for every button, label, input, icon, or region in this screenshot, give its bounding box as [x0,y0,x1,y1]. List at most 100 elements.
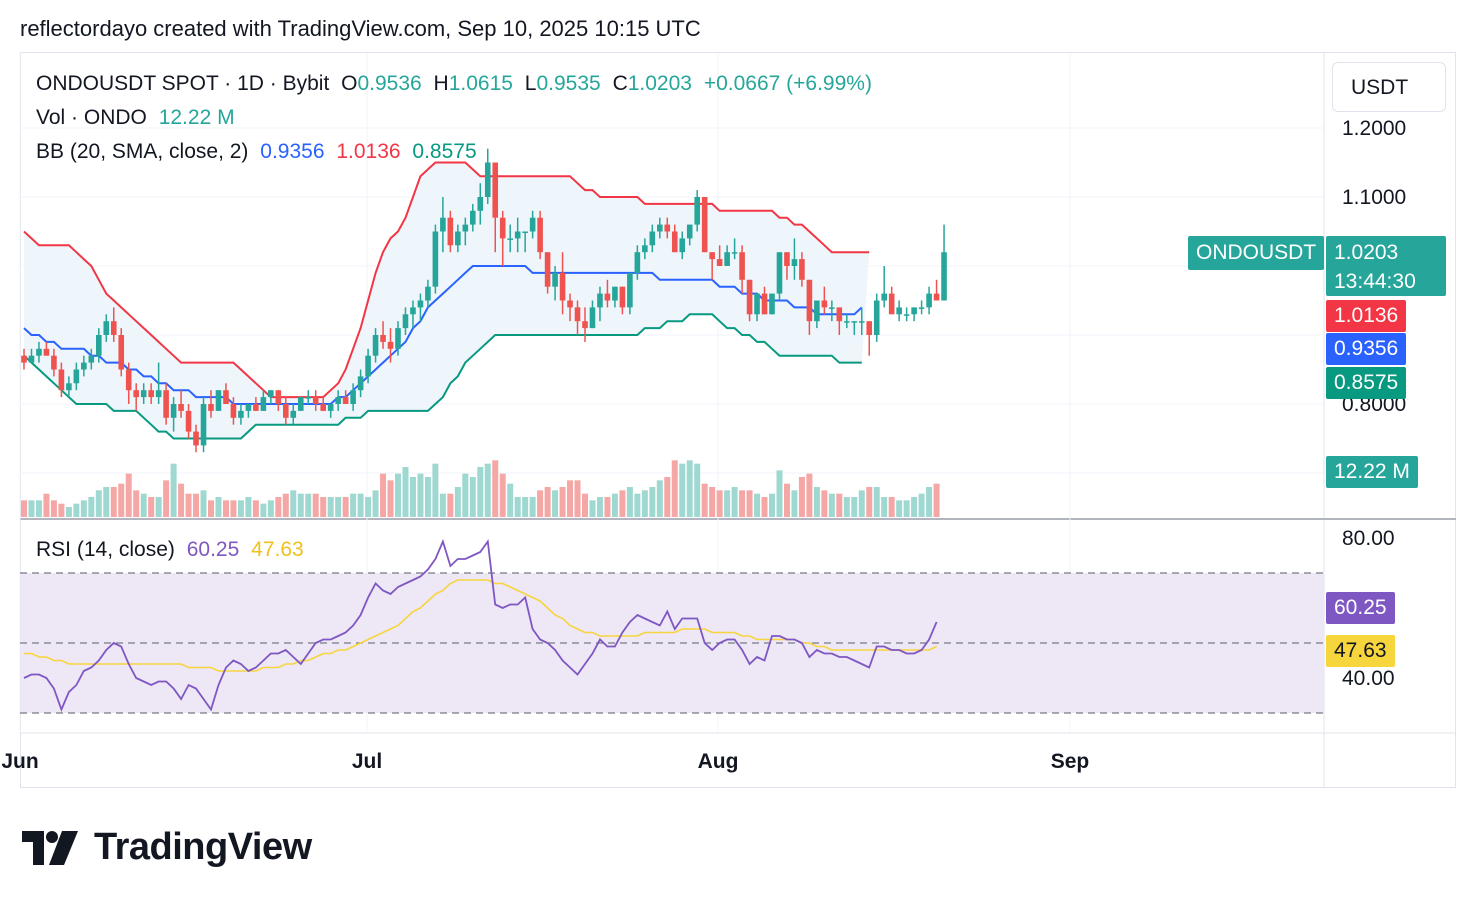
volume-bar [469,477,476,517]
volume-bars [21,460,940,517]
volume-bar [866,487,873,517]
volume-bar [851,497,858,517]
candle-body [470,210,476,225]
candle-body [66,383,72,391]
volume-bar [903,500,910,517]
change-value: +0.0667 (+6.99%) [703,72,872,95]
volume-bar [529,497,536,517]
last-price: 1.0203 [1334,241,1399,264]
candle-body [36,348,42,356]
symbol-name[interactable]: ONDOUSDT SPOT · 1D · Bybit [36,72,330,95]
candle-body [829,307,835,309]
candle-body [223,390,229,404]
rsi-legend: RSI (14, close) 60.25 47.63 [36,538,310,562]
candle-body [709,252,715,260]
candle-body [372,335,379,356]
volume-bar [619,490,626,517]
bb-label[interactable]: BB (20, SMA, close, 2) [36,140,249,163]
bb-upper-tag: 1.0136 [1326,300,1407,332]
volume-bar [312,493,319,517]
rsi-label[interactable]: RSI (14, close) [36,538,175,561]
candles [21,148,947,453]
rsi-axis-label: 40.00 [1342,667,1395,690]
candle-body [537,217,543,253]
candle-body [155,390,162,398]
volume-bar [163,480,170,517]
candle-body [499,217,506,239]
volume-bar [656,480,663,517]
candle-body [170,404,177,418]
volume-bar [148,497,155,517]
candle-body [507,238,513,240]
candle-body [462,224,469,232]
volume-bar [604,497,611,517]
candle-body [724,252,730,266]
candle-body [911,307,917,315]
candle-body [836,307,843,322]
close-label: C [612,72,628,95]
candle-body [881,293,887,301]
candle-body [43,348,50,356]
volume-bar [118,483,125,517]
candle-body [148,390,154,398]
candle-body [866,321,873,335]
volume-bar [843,497,850,517]
candle-body [671,231,678,253]
tradingview-logo[interactable]: TradingView [22,826,312,869]
candle-body [514,231,521,239]
volume-label[interactable]: Vol · ONDO [36,106,147,129]
currency-unit-button[interactable]: USDT [1332,62,1446,112]
volume-bar [634,493,641,517]
volume-bar [290,490,297,517]
high-label: H [433,72,449,95]
attribution-text: reflectordayo created with TradingView.c… [20,16,701,41]
candle-body [28,355,35,363]
volume-bar [821,490,828,517]
candle-body [552,272,558,287]
volume-bar [499,473,506,517]
volume-bar [305,493,312,517]
bb-upper-line [23,161,870,399]
volume-bar [828,493,835,517]
rsi-ma-line [24,579,937,672]
candle-body [447,217,454,246]
volume-bar [582,493,588,517]
candle-body [574,307,581,322]
volume-bar [731,487,738,517]
low-label: L [524,72,537,95]
volume-bar [50,500,57,517]
bb-lower-tag: 0.8575 [1326,367,1407,399]
candle-body [776,252,783,294]
candle-body [612,286,618,301]
volume-bar [611,493,618,517]
candle-body [380,335,386,342]
volume-bar [686,460,693,517]
candle-body [619,286,626,308]
volume-bar [95,490,102,517]
rsi-value: 60.25 [186,538,240,561]
candle-body [799,259,805,280]
volume-bar [671,460,678,517]
candle-body [342,397,349,404]
candle-body [716,259,723,266]
bb-legend: BB (20, SMA, close, 2) 0.9356 1.0136 0.8… [36,140,483,164]
time-axis-label: Aug [698,750,739,773]
volume-bar [28,500,35,517]
candle-body [290,410,297,418]
candle-body [283,404,289,418]
rsi-ma-tag: 47.63 [1326,635,1395,667]
volume-bar [522,497,529,517]
candle-body [642,245,648,253]
candle-body [686,224,693,239]
candle-body [350,390,356,404]
volume-bar [888,497,895,517]
candle-body [791,259,798,266]
volume-bar [761,497,768,517]
volume-bar [477,467,484,517]
volume-bar [320,497,327,517]
rsi-tag: 60.25 [1326,592,1395,624]
volume-bar [260,503,267,517]
volume-bar [447,493,454,517]
candle-body [110,321,117,335]
